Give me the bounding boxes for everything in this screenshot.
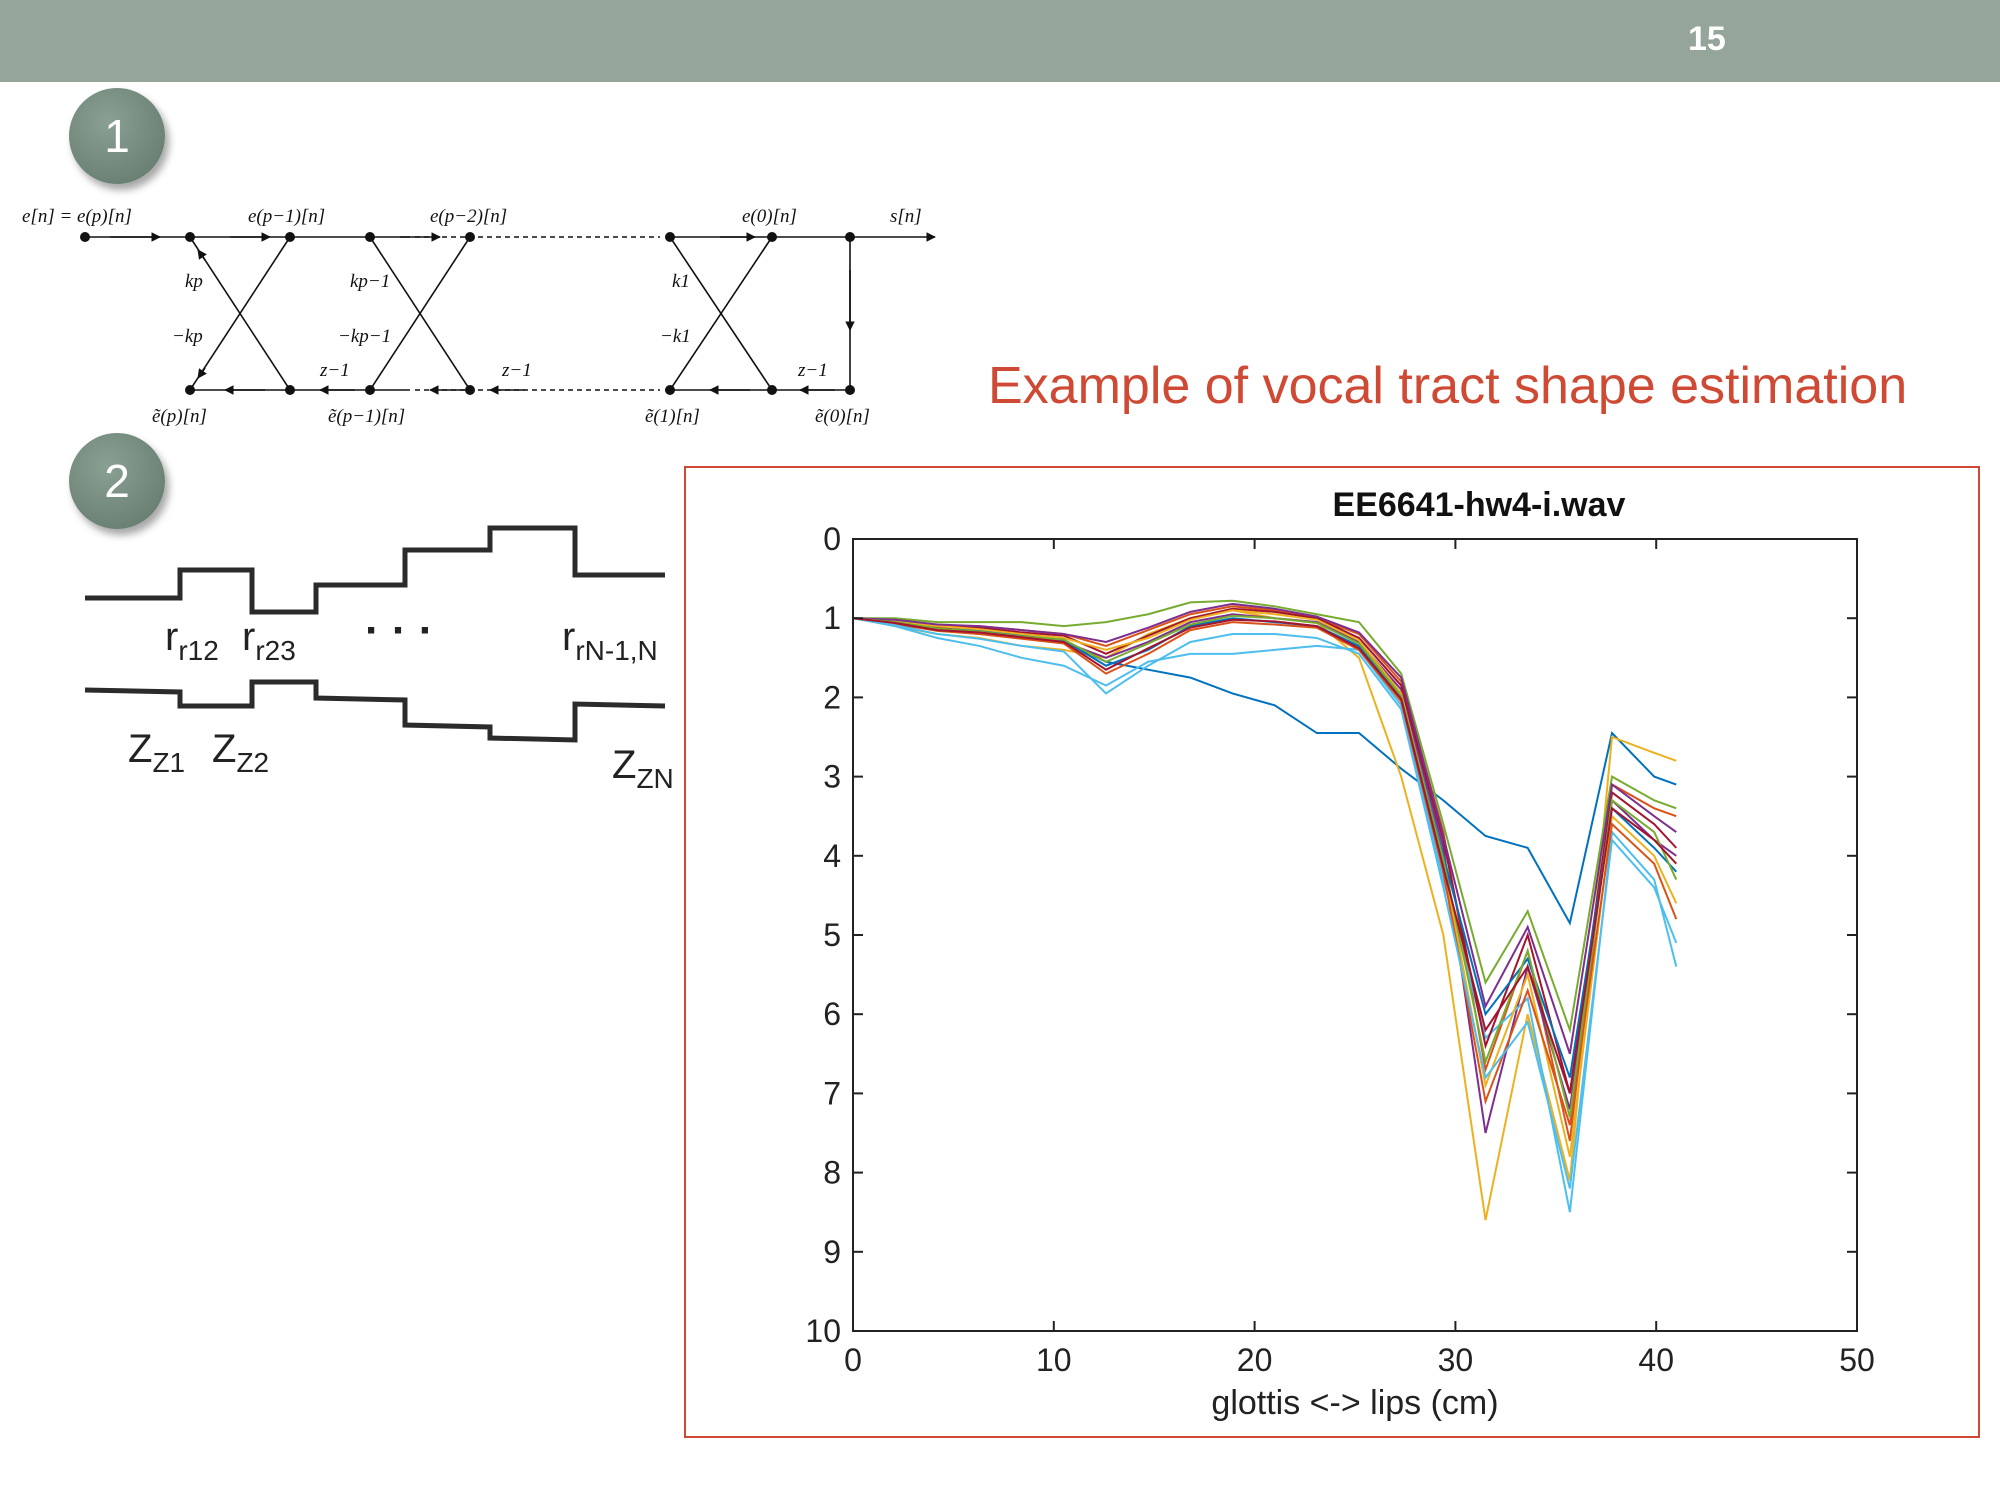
series-line-7 [852,607,1678,1094]
x-tick-label: 0 [844,1342,862,1378]
x-tick-label: 40 [1638,1342,1674,1378]
series-line-4 [852,613,1677,1134]
series-line-9 [852,609,1678,1157]
series-line-5 [853,599,1677,1035]
tube-model-diagram: rr12 rr23 · · · rrN-1,N ZZ1 ZZ2 ZZN [84,525,674,794]
plot-axes-box [852,538,1858,1332]
series-line-3 [852,605,1677,1142]
label-etilde-p: ẽ(p)[n] [152,406,207,427]
y-tick-label: 6 [823,996,841,1032]
chart-frame [684,466,1980,1438]
y-tick-label: 8 [823,1155,841,1191]
x-axis-label: glottis <-> lips (cm) [1211,1384,1498,1422]
label-e-p-minus-1: e(p−1)[n] [248,206,325,227]
tube-lower-profile [84,679,666,743]
x-tick-label: 30 [1438,1342,1474,1378]
label-etilde-1: ẽ(1)[n] [645,406,700,427]
coef-k1: k1 [672,271,690,292]
svg-text:rrN-1,N: rrN-1,N [562,615,658,666]
svg-text:ZZ2: ZZ2 [212,727,269,778]
label-e-p-minus-2: e(p−2)[n] [430,206,507,227]
coef-kp-1: kp−1 [350,271,390,292]
y-tick-label: 9 [823,1234,841,1270]
y-tick-label: 2 [823,679,841,715]
x-tick-label: 20 [1237,1342,1273,1378]
x-tick-label: 50 [1839,1342,1875,1378]
label-r23: r23 [255,635,295,666]
step-badge-1: 1 [69,88,165,184]
y-tick-label: 4 [823,838,841,874]
label-ZN: ZN [636,763,673,794]
coef-neg-kp-1: −kp−1 [338,326,391,347]
label-etilde-0: ẽ(0)[n] [815,406,870,427]
label-Z2: Z2 [236,747,269,778]
label-rN-1-N: rN-1,N [575,635,657,666]
y-tick-label: 5 [823,917,841,953]
lattice-nodes [80,232,855,395]
coef-neg-k1: −k1 [660,326,691,347]
y-tick-label: 3 [823,759,841,795]
y-tick-label: 7 [823,1075,841,1111]
delay-1: z−1 [319,360,350,381]
header-bar: 15 [0,0,2000,82]
y-tick-label: 10 [805,1313,841,1349]
delay-3: z−1 [797,360,828,381]
x-tick-label: 10 [1036,1342,1072,1378]
tube-upper-profile [85,525,665,615]
page-number: 15 [1688,20,1726,58]
svg-text:ZZN: ZZN [612,743,674,794]
coef-neg-kp: −kp [172,326,203,347]
series-line-6 [852,617,1678,1213]
series-line-10 [852,617,1678,1126]
lattice-filter-diagram: e[n] = e(p)[n] e(p−1)[n] e(p−2)[n] e(0)[… [22,206,936,427]
vocal-tract-chart: EE6641-hw4-i.wav 0 10 20 30 40 50012345678910… [805,486,1875,1422]
label-s-output: s[n] [890,206,922,227]
label-e-0: e(0)[n] [742,206,797,227]
lattice-wiring [85,232,936,395]
label-r12: r12 [178,635,218,666]
label-ellipsis: · · · [365,606,433,655]
label-e-input: e[n] = e(p)[n] [22,206,132,227]
series-line-1 [852,617,1677,926]
series-line-8 [852,617,1678,1078]
delay-2: z−1 [501,360,532,381]
y-tick-label: 0 [823,521,841,557]
series-line-11 [852,602,1677,1055]
step-badge-2: 2 [69,433,165,529]
svg-text:ZZ1: ZZ1 [128,727,185,778]
chart-title: EE6641-hw4-i.wav [1333,486,1626,524]
series-line-14 [852,617,1678,1094]
svg-text:rr23: rr23 [242,615,296,666]
label-etilde-p-minus-1: ẽ(p−1)[n] [328,406,405,427]
coef-kp: kp [185,271,203,292]
section-title: Example of vocal tract shape estimation [988,357,1908,415]
series-line-13 [852,617,1678,1189]
label-Z1: Z1 [152,747,185,778]
svg-text:rr12: rr12 [165,615,219,666]
y-tick-label: 1 [823,600,841,636]
